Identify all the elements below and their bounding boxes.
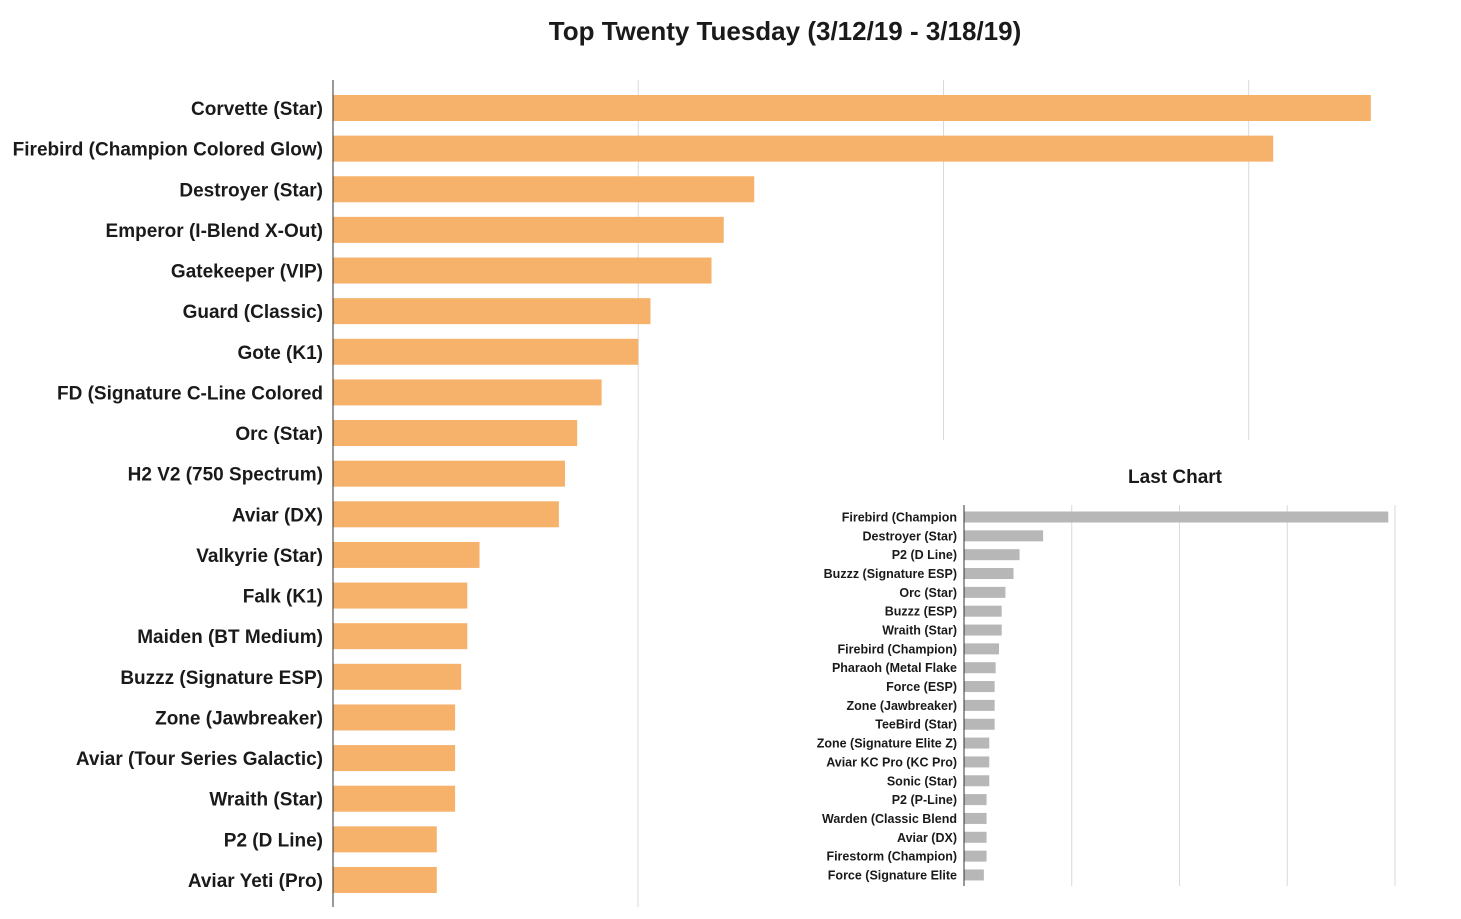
main-category-label: Wraith (Star)	[209, 790, 323, 811]
main-category-label: Falk (K1)	[243, 587, 323, 608]
main-category-label: Guard (Classic)	[183, 302, 323, 323]
main-bar	[333, 541, 480, 568]
inset-bar	[964, 511, 1389, 523]
main-bar	[333, 663, 462, 690]
inset-chart-title: Last Chart	[1128, 467, 1223, 488]
inset-bar	[964, 869, 984, 881]
inset-category-label: Aviar (DX)	[897, 831, 957, 845]
inset-bar	[964, 530, 1044, 542]
inset-bar	[964, 831, 987, 843]
inset-bar	[964, 643, 1000, 655]
inset-bar	[964, 605, 1002, 617]
main-category-label: H2 V2 (750 Spectrum)	[128, 465, 323, 486]
inset-bar	[964, 586, 1006, 598]
chart-title: Top Twenty Tuesday (3/12/19 - 3/18/19)	[549, 16, 1022, 46]
main-category-label: Buzzz (Signature ESP)	[120, 668, 323, 689]
main-bar	[333, 623, 468, 650]
main-bar	[333, 216, 724, 243]
main-category-label: Corvette (Star)	[191, 99, 323, 120]
main-bar	[333, 95, 1371, 121]
inset-category-label: Zone (Jawbreaker)	[847, 699, 957, 713]
main-bar	[333, 704, 456, 731]
inset-bar	[964, 737, 990, 749]
main-category-label: Maiden (BT Medium)	[137, 627, 323, 648]
inset-category-label: Destroyer (Star)	[863, 529, 957, 543]
inset-bar	[964, 718, 995, 730]
main-category-label: P2 (D Line)	[224, 830, 323, 851]
main-category-label: Aviar Yeti (Pro)	[188, 871, 323, 892]
main-category-labels: Corvette (Star) Firebird (Champion Colore…	[13, 99, 323, 892]
inset-category-label: Warden (Classic Blend	[822, 812, 957, 826]
main-bar	[333, 176, 755, 203]
inset-bar	[964, 699, 995, 711]
inset-category-label: Firestorm (Champion)	[826, 850, 957, 864]
inset-category-label: Sonic (Star)	[887, 774, 957, 788]
main-bar	[333, 298, 651, 325]
inset-category-label: Zone (Signature Elite Z)	[817, 737, 957, 751]
main-bar	[333, 420, 578, 447]
main-bar	[333, 460, 565, 487]
inset-bar	[964, 794, 987, 806]
inset-bar	[964, 756, 990, 768]
inset-category-label: P2 (D Line)	[892, 548, 957, 562]
inset-category-label: Force (Signature Elite	[828, 868, 957, 882]
main-category-label: Aviar (Tour Series Galactic)	[76, 749, 323, 770]
inset-gridlines	[1071, 505, 1396, 886]
inset-bar	[964, 549, 1020, 561]
main-category-label: Destroyer (Star)	[179, 180, 323, 201]
main-bar	[333, 135, 1274, 162]
main-bar	[333, 745, 456, 772]
main-bar	[333, 785, 456, 812]
inset-bar	[964, 850, 987, 862]
main-category-label: Aviar (DX)	[232, 505, 323, 526]
main-category-label: Zone (Jawbreaker)	[155, 708, 323, 729]
main-gridlines	[637, 80, 1250, 907]
inset-category-label: Buzzz (Signature ESP)	[824, 567, 957, 581]
main-bar	[333, 582, 468, 609]
main-bar	[333, 257, 712, 284]
inset-category-label: Force (ESP)	[886, 680, 957, 694]
main-category-label: Emperor (I-Blend X-Out)	[106, 221, 323, 242]
inset-bar	[964, 681, 995, 693]
inset-bar	[964, 568, 1014, 580]
main-bar	[333, 379, 602, 406]
inset-category-labels: Firebird (Champion Destroyer (Star) P2 (D …	[817, 511, 957, 883]
inset-category-label: TeeBird (Star)	[875, 718, 957, 732]
main-bars	[333, 95, 1371, 893]
inset-category-label: Buzzz (ESP)	[885, 605, 957, 619]
inset-category-label: Firebird (Champion	[842, 511, 957, 525]
main-bar	[333, 338, 639, 365]
inset-bar	[964, 624, 1002, 636]
inset-bars	[964, 511, 1389, 881]
main-category-label: Orc (Star)	[235, 424, 323, 445]
main-bar	[333, 501, 559, 528]
inset-category-label: P2 (P-Line)	[892, 793, 957, 807]
main-bar	[333, 826, 437, 853]
main-category-label: Gote (K1)	[238, 343, 324, 364]
inset-category-label: Aviar KC Pro (KC Pro)	[826, 755, 957, 769]
inset-category-label: Orc (Star)	[899, 586, 957, 600]
inset-category-label: Wraith (Star)	[882, 624, 957, 638]
main-category-label: Gatekeeper (VIP)	[171, 262, 323, 283]
main-category-label: Firebird (Champion Colored Glow)	[13, 140, 323, 161]
inset-bar	[964, 662, 996, 674]
inset-bar	[964, 812, 987, 824]
main-bar	[333, 866, 437, 893]
inset-category-label: Firebird (Champion)	[838, 642, 957, 656]
inset-category-label: Pharaoh (Metal Flake	[832, 661, 957, 675]
main-category-label: FD (Signature C-Line Colored	[57, 383, 323, 404]
inset-bar	[964, 775, 990, 787]
main-category-label: Valkyrie (Star)	[196, 546, 323, 567]
